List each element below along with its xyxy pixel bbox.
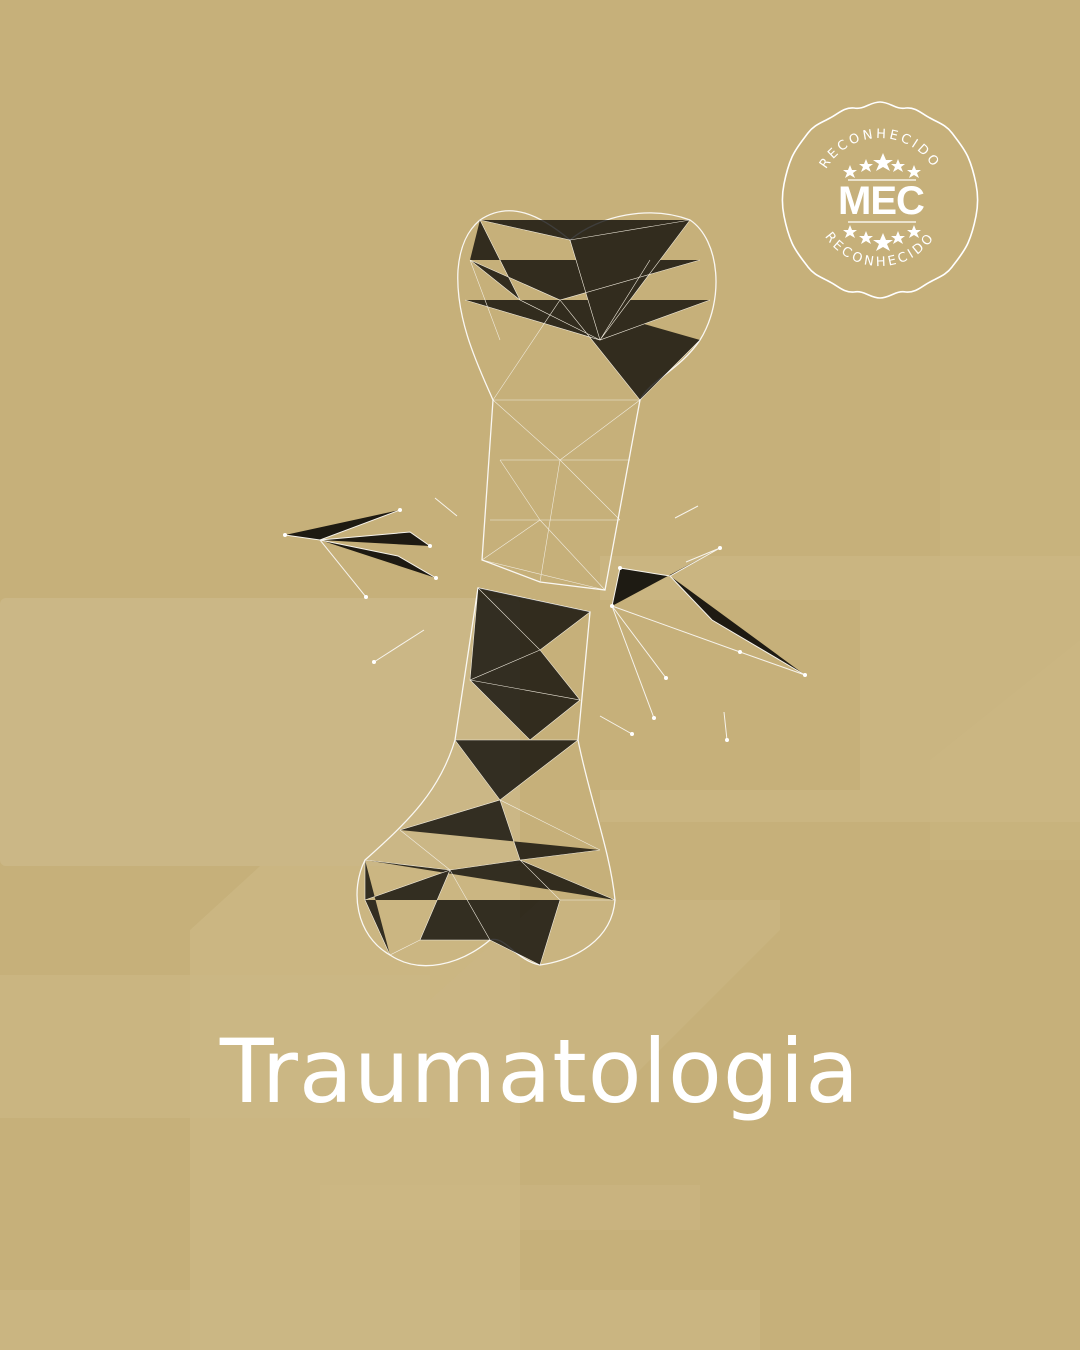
seal-stars-bottom bbox=[843, 225, 921, 251]
svg-text:RECONHECIDO: RECONHECIDO bbox=[821, 229, 938, 270]
page-title: Traumatologia bbox=[219, 1020, 861, 1123]
seal-bottom-text: RECONHECIDO bbox=[821, 229, 935, 270]
seal-main-text: MEC bbox=[838, 179, 924, 223]
fractured-bone-wireframe-icon bbox=[283, 210, 807, 967]
seal-border bbox=[781, 101, 979, 299]
mec-recognition-seal-icon: RECONHECIDO RECONHECIDO MEC bbox=[781, 101, 979, 299]
seal-stars-top bbox=[843, 153, 921, 178]
